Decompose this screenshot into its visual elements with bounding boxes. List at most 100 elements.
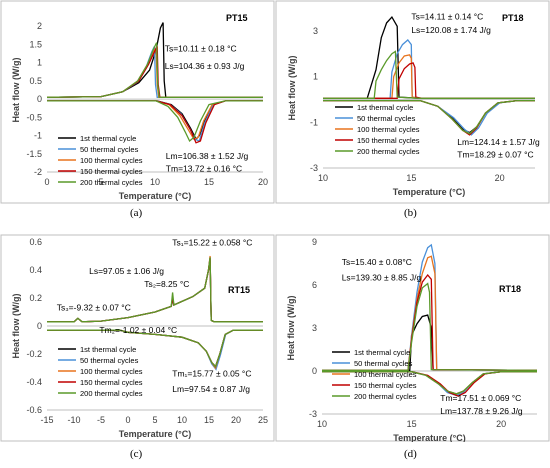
annotation: Tm₁=15.77 ± 0.05 °C [172, 368, 251, 378]
y-tick-label: -1 [34, 131, 42, 141]
x-tick-label: 10 [317, 419, 327, 429]
legend-entry: 200 thermal cycles [80, 178, 143, 187]
legend-entry: 100 thermal cycles [357, 125, 420, 134]
y-tick-label: -0.6 [26, 405, 42, 415]
panel-frame [0, 0, 275, 204]
series-cooling-line [323, 62, 535, 99]
series-heating-line [323, 99, 535, 135]
y-tick-label: -0.2 [26, 349, 42, 359]
legend-entry: 1st thermal cycle [80, 134, 136, 143]
series-cooling-line [46, 42, 263, 98]
y-tick-label: -3 [309, 409, 317, 419]
chart-pt18: -3 -1 1 3 10 15 20 Temperature (°C) Heat flow (W… [275, 0, 550, 204]
series-heating-line [47, 100, 263, 144]
series-heating-line [323, 99, 535, 134]
annotation: Tm₂=-1.02 ± 0.04 °C [99, 325, 177, 335]
panel-frame [275, 234, 550, 442]
legend-entry: 50 thermal cycles [80, 356, 139, 365]
legend-entry: 1st thermal cycle [354, 348, 410, 357]
y-tick-label: 3 [312, 323, 317, 333]
y-axis-label: Heat flow (W/g) [286, 296, 296, 361]
legend-entry: 150 thermal cycles [354, 381, 417, 390]
panel-frame [275, 0, 550, 204]
series-cooling-line [323, 39, 535, 99]
y-tick-label: 1 [313, 72, 318, 82]
annotation: Tm=13.72 ± 0.16 °C [166, 163, 242, 173]
x-tick-label: 10 [318, 173, 328, 183]
x-tick-label: -10 [67, 415, 80, 425]
x-tick-label: 15 [204, 177, 214, 187]
chart-rt18: -3 0 3 6 9 10 15 20 Temperature (°C) Heat flow (W… [275, 234, 550, 442]
annotation: Lm=124.14 ± 1.57 J/g [457, 137, 540, 147]
series-cooling-line [46, 46, 263, 98]
y-tick-label: 0.6 [29, 237, 42, 247]
y-tick-label: 0 [37, 94, 42, 104]
series-heating-line [47, 329, 263, 368]
x-tick-label: 15 [406, 173, 416, 183]
legend-entry: 1st thermal cycle [80, 345, 136, 354]
series-cooling-line [322, 282, 538, 371]
x-axis-label: Temperature (°C) [119, 191, 191, 201]
panel-caption-b: (b) [404, 207, 417, 219]
annotation: Ls=97.05 ± 1.06 J/g [89, 266, 164, 276]
annotation: Ts₂=8.25 °C [144, 279, 189, 289]
x-tick-label: 5 [152, 415, 157, 425]
series-heating-line [323, 99, 535, 135]
x-tick-label: 20 [496, 419, 506, 429]
x-tick-label: 10 [150, 177, 160, 187]
chart-title: RT18 [499, 284, 521, 294]
chart-title: RT15 [228, 285, 250, 295]
x-tick-label: -5 [97, 415, 105, 425]
x-tick-label: 15 [407, 419, 417, 429]
annotation: Ls=139.30 ± 8.85 J/g [342, 273, 422, 283]
legend-entry: 50 thermal cycles [80, 145, 139, 154]
y-axis-label: Heat flow (W/g) [11, 294, 21, 359]
annotation: Ts₁=15.22 ± 0.058 °C [172, 238, 252, 248]
series-cooling-line [323, 54, 535, 99]
y-tick-label: -0.5 [26, 112, 42, 122]
legend-entry: 100 thermal cycles [80, 156, 143, 165]
legend-entry: 150 thermal cycles [80, 167, 143, 176]
y-tick-label: 1 [37, 58, 42, 68]
x-tick-label: 20 [258, 177, 268, 187]
y-tick-label: 0.5 [29, 76, 42, 86]
chart-rt15: -0.6 -0.4 -0.2 0 0.2 0.4 0.6 -15 -10 -5 0 5 10 15 20 25… [0, 234, 275, 442]
chart-pt15: -2-1.5-1-0.500.511.520 5 10 15 20Temperature… [0, 0, 275, 204]
legend-entry: 150 thermal cycles [357, 136, 420, 145]
series-cooling-line [323, 50, 535, 99]
x-tick-label: 10 [177, 415, 187, 425]
legend-entry: 200 thermal cycles [80, 389, 143, 398]
x-axis-label: Temperature (°C) [119, 429, 191, 439]
y-tick-label: 2 [37, 21, 42, 31]
series-heating-line [323, 99, 535, 136]
x-axis-label: Temperature (°C) [393, 433, 465, 442]
annotation: Lm=106.38 ± 1.52 J/g [166, 151, 249, 161]
x-axis-label: Temperature (°C) [393, 187, 465, 197]
annotation: Ts=10.11 ± 0.18 °C [165, 44, 237, 54]
series-heating-line [322, 371, 537, 395]
annotation: Ts=15.40 ± 0.08°C [342, 257, 412, 267]
legend-entry: 100 thermal cycles [80, 367, 143, 376]
x-tick-label: 20 [231, 415, 241, 425]
panel-caption-a: (a) [130, 207, 143, 219]
panel-frame [0, 234, 275, 442]
x-tick-label: 15 [204, 415, 214, 425]
y-axis-label: Heat flow (W/g) [287, 56, 297, 121]
annotation: Lm=97.54 ± 0.87 J/g [172, 384, 250, 394]
legend-entry: 50 thermal cycles [354, 359, 413, 368]
annotation: Tm=18.29 ± 0.07 °C [457, 150, 533, 160]
y-tick-label: 0 [312, 366, 317, 376]
y-tick-label: 0 [37, 321, 42, 331]
x-tick-label: 0 [44, 177, 49, 187]
series-heating-line [47, 100, 263, 143]
annotation: Ls=120.08 ± 1.74 J/g [411, 25, 491, 35]
y-tick-label: 9 [312, 237, 317, 247]
series-heating-line [323, 99, 535, 136]
legend-entry: 1st thermal cycle [357, 103, 413, 112]
chart-title: PT18 [502, 13, 524, 23]
x-tick-label: 0 [125, 415, 130, 425]
y-tick-label: 3 [313, 26, 318, 36]
chart-title: PT15 [226, 13, 248, 23]
series-cooling-line [47, 257, 263, 323]
y-tick-label: 1.5 [29, 39, 42, 49]
